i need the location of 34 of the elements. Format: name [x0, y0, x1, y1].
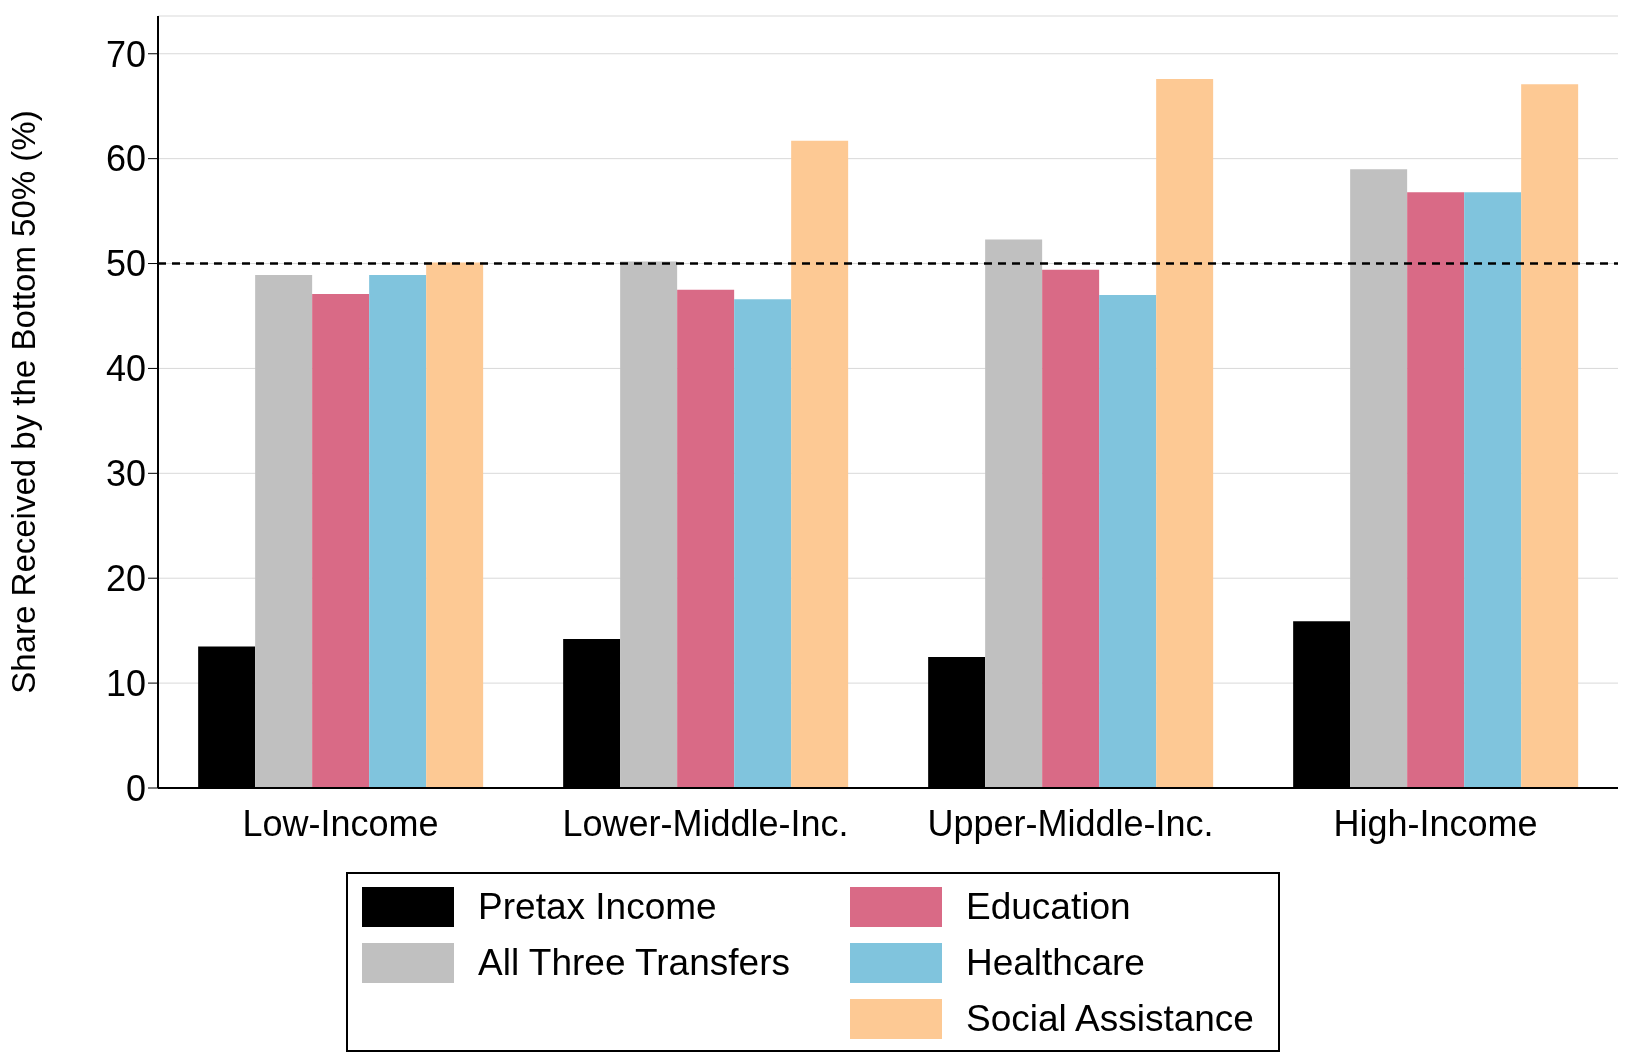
x-tick-label: High-Income — [1333, 802, 1538, 844]
bar — [426, 262, 484, 788]
bar — [1407, 192, 1465, 788]
bar — [369, 275, 427, 788]
bar — [985, 239, 1043, 788]
y-tick-label: 60 — [105, 138, 146, 180]
legend-label: All Three Transfers — [478, 942, 790, 984]
bar — [1156, 78, 1214, 788]
bar — [1042, 269, 1100, 788]
legend-label: Healthcare — [965, 942, 1145, 984]
bar — [1350, 169, 1408, 788]
bar — [1099, 295, 1157, 788]
bar — [791, 140, 849, 788]
y-tick-label: 0 — [125, 767, 146, 809]
y-tick-label: 70 — [105, 33, 146, 75]
bar — [1521, 84, 1579, 788]
x-tick-label: Lower-Middle-Inc. — [562, 802, 849, 844]
y-tick-label: 50 — [105, 243, 146, 285]
bar — [255, 275, 313, 788]
bar — [312, 293, 370, 788]
bar — [734, 299, 792, 788]
legend-label: Education — [965, 886, 1131, 928]
legend-label: Pretax Income — [478, 886, 717, 928]
bar — [1464, 192, 1522, 788]
legend-label: Social Assistance — [965, 998, 1254, 1040]
x-tick-label: Low-Income — [242, 802, 439, 844]
y-tick-label: 10 — [105, 662, 146, 704]
bar — [620, 261, 678, 788]
x-tick-label: Upper-Middle-Inc. — [927, 802, 1214, 844]
y-tick-label: 20 — [105, 558, 146, 599]
y-tick-label: 30 — [105, 453, 146, 495]
bar — [677, 289, 735, 788]
y-tick-label: 40 — [105, 348, 146, 390]
y-axis-title: Share Received by the Bottom 50% (%) — [4, 110, 42, 694]
